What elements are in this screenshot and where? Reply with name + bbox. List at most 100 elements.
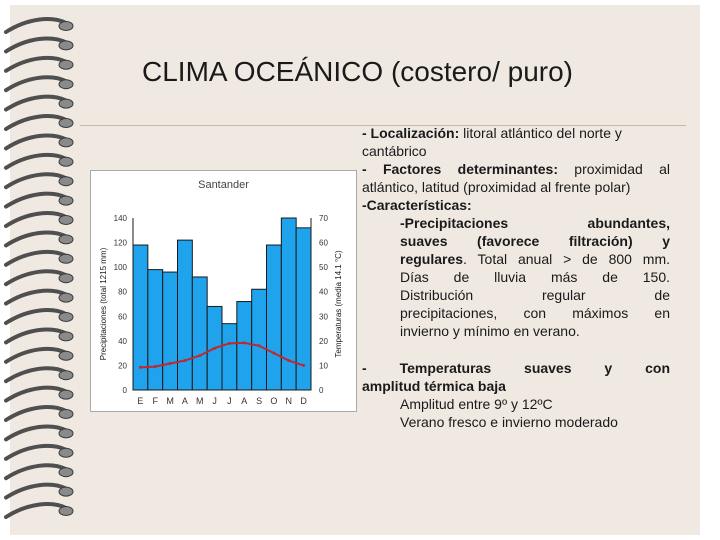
spiral-ring [4,288,68,306]
spiral-hole [58,40,74,51]
y-tick-label: 40 [118,337,127,346]
x-tick-label: S [256,396,262,406]
temperature-point [242,341,246,345]
prec-line-4: Días de lluvia más de 150. [400,269,670,285]
title-divider [80,125,686,126]
spiral-hole [58,98,74,109]
spiral-hole [58,331,74,342]
spiral-ring [4,249,68,267]
spiral-ring [4,269,68,287]
y2-tick-label: 30 [319,312,328,321]
temperature-point [227,341,231,345]
spiral-ring [4,114,68,131]
spiral-hole [58,156,74,167]
spiral-hole [58,447,74,458]
slide-title: CLIMA OCEÁNICO (costero/ puro) [142,56,574,87]
prec-line-3-text: . Total anual > de 800 mm. [463,251,670,267]
x-tick-label: J [227,396,232,406]
prec-line-1: -Precipitaciones abundantes, [400,214,670,232]
x-tick-label: J [212,396,217,406]
y2-tick-label: 70 [319,214,328,223]
spiral-ring [4,346,68,364]
y-tick-label: 120 [114,239,128,248]
temp-line-1-text: - Temperaturas suaves y con [362,360,670,376]
spiral-ring [4,75,68,93]
spiral-ring [4,172,68,190]
spiral-hole [58,486,74,497]
prec-line-5: Distribución regular de [400,287,670,303]
x-tick-label: M [166,396,174,406]
temperature-point [287,359,291,363]
prec-line-3-bold: regulares [400,251,464,267]
precip-bar [280,217,297,391]
spiral-ring [4,36,68,54]
factores-paragraph: - Factores determinantes: proximidad al … [362,160,670,196]
spiral-ring [4,327,68,345]
climate-chart: Santander 0 20 40 60 80 100 120 140 0 10 20 30 40 50 6… [90,170,357,412]
y2-tick-label: 60 [319,239,328,248]
y-tick-label: 20 [118,361,127,370]
y-axis-title: Precipitaciones (total 1215 mm) [99,247,108,360]
x-tick-label: N [286,396,293,406]
spiral-ring [4,463,68,481]
spiral-ring [4,502,68,519]
notebook-spiral [4,17,74,519]
x-tick-label: F [153,396,159,406]
spiral-hole [58,215,74,225]
temperaturas-block: - Temperaturas suaves y con amplitud tér… [362,359,670,431]
prec-line-3: regulares. Total anual > de 800 mm. [400,250,670,268]
spiral-hole [58,273,74,284]
temperature-point [183,359,187,363]
spiral-ring [4,17,68,34]
temperature-point [153,365,157,369]
prec-line-6: precipitaciones, con máximos en [400,305,670,321]
spiral-hole [58,195,74,206]
spiral-ring [4,385,68,403]
spiral-hole [58,118,74,128]
spiral-hole [58,350,74,361]
y-tick-label: 0 [123,386,128,395]
x-tick-label: D [300,396,307,406]
spiral-ring [4,211,68,228]
precip-bar [251,288,268,391]
y-tick-label: 60 [118,312,127,321]
spiral-ring [4,152,68,170]
precip-bar [191,276,208,391]
y2-tick-label: 20 [319,337,328,346]
description-text: - Localización: litoral atlántico del no… [362,124,670,431]
prec-line-7: invierno y mínimo en verano. [400,323,580,339]
precip-bar [162,271,178,391]
spiral-ring [4,230,68,248]
spiral-ring [4,133,68,151]
caracteristicas-label: -Características: [362,196,670,214]
spiral-ring [4,366,68,384]
temperature-point [138,365,142,369]
x-tick-label: A [182,396,188,406]
y2-tick-label: 50 [319,263,328,272]
spiral-hole [58,176,74,187]
x-tick-label: E [137,396,143,406]
factores-label: - Factores determinantes: [362,161,558,177]
temperature-point [272,351,276,355]
spiral-ring [4,94,68,112]
y-tick-label: 100 [114,263,128,272]
factores-value: proximidad al atlántico, latitud (proxim… [362,161,670,195]
spiral-hole [58,292,74,303]
x-tick-label: O [270,396,277,406]
y2-tick-label: 0 [319,386,324,395]
x-tick-label: A [241,396,247,406]
prec-line-1-text: -Precipitaciones abundantes, [400,215,670,231]
precip-bar [266,244,282,391]
spiral-ring [4,443,68,461]
spiral-ring [4,55,68,73]
precip-bar [147,269,164,391]
temperature-line [140,341,304,369]
precip-bar [236,301,253,391]
spiral-hole [58,370,74,381]
temp-line-2: amplitud térmica baja [362,377,670,395]
spiral-ring [4,405,68,422]
spiral-ring [4,424,68,442]
localizacion-label: - Localización: [362,125,460,141]
spiral-hole [58,137,74,148]
